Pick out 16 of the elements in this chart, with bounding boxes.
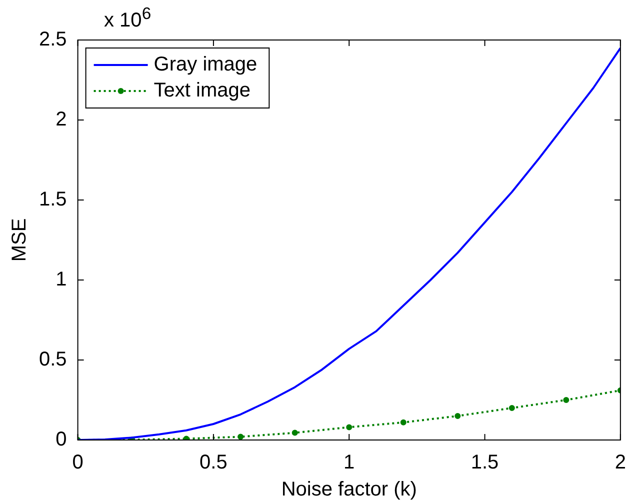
legend-label: Text image	[154, 80, 251, 102]
x-tick-label: 1.5	[470, 452, 499, 474]
legend-label: Gray image	[154, 54, 258, 76]
text: x 10$^{6}$	[104, 4, 152, 33]
x-tick-label: 0	[72, 452, 84, 474]
y-tick-label: 0	[56, 428, 67, 451]
y-tick-label: 2.5	[38, 28, 67, 51]
x-tick-label: 0.5	[200, 452, 228, 474]
y-tick-label: 1.5	[38, 188, 67, 211]
x-axis-title: Noise factor (k)	[281, 478, 417, 501]
y-tick-label: 1	[56, 268, 67, 291]
x-tick-label: 1	[344, 452, 355, 474]
y-tick-label: 2	[56, 108, 67, 131]
y-tick-label: 0.5	[38, 348, 67, 371]
x-tick-label: 2	[614, 452, 626, 474]
y-axis-title: MSE	[8, 218, 31, 262]
